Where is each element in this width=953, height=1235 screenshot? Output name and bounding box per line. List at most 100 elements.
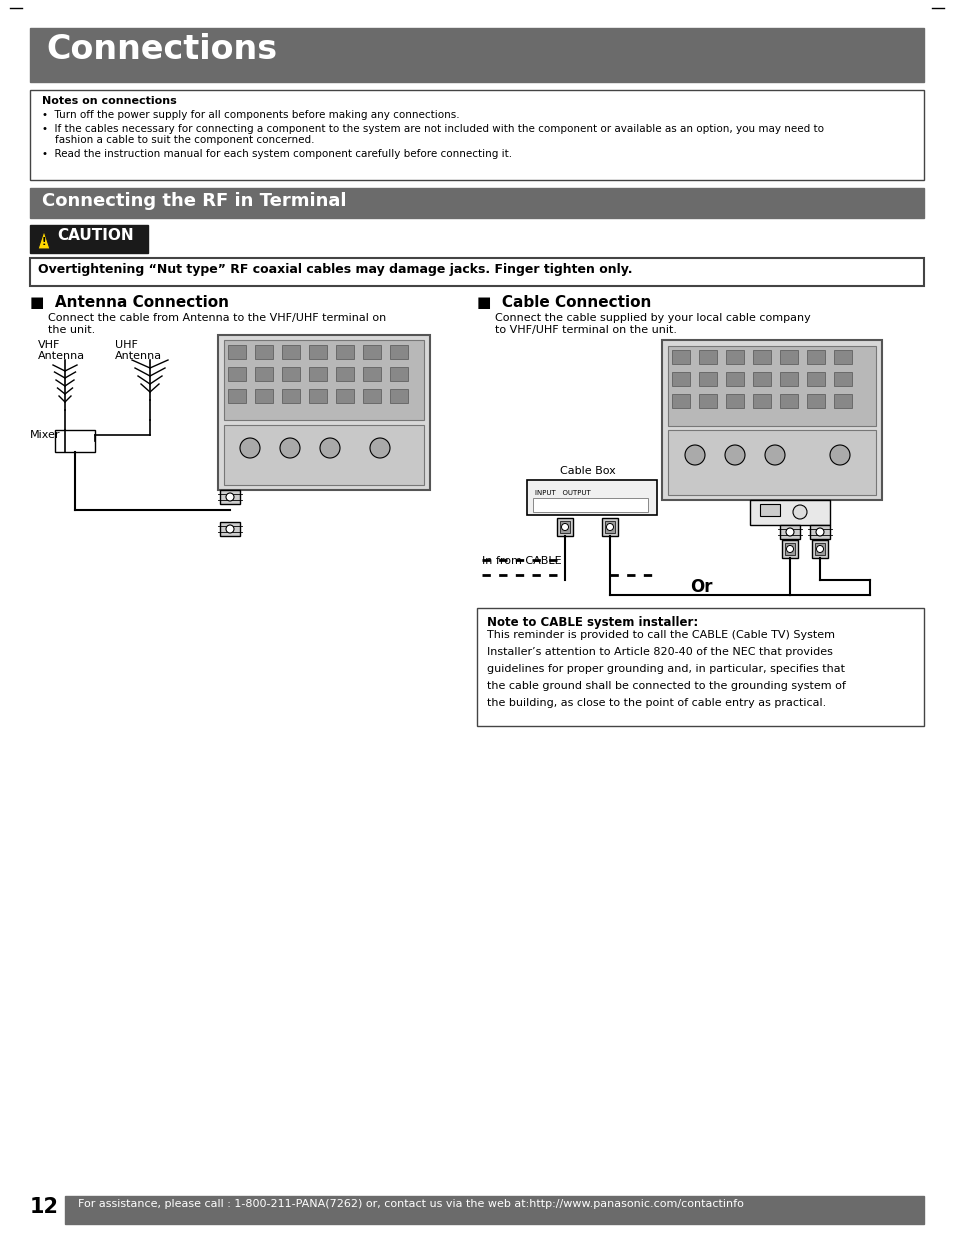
Text: This reminder is provided to call the CABLE (Cable TV) System: This reminder is provided to call the CA… [486, 630, 834, 640]
Bar [667, 430, 875, 495]
Bar [811, 540, 827, 558]
Text: Installer’s attention to Article 820-40 of the NEC that provides: Installer’s attention to Article 820-40 … [486, 647, 832, 657]
Text: For assistance, please call : 1-800-211-PANA(7262) or, contact us via the web at: For assistance, please call : 1-800-211-… [78, 1199, 743, 1209]
Bar [30, 188, 923, 219]
Text: the unit.: the unit. [48, 325, 95, 335]
Text: Antenna: Antenna [38, 351, 85, 361]
Text: Note to CABLE system installer:: Note to CABLE system installer: [486, 616, 698, 629]
Bar [30, 90, 923, 180]
Text: CAUTION: CAUTION [57, 228, 133, 243]
Text: ■  Antenna Connection: ■ Antenna Connection [30, 295, 229, 310]
Bar [725, 394, 743, 408]
Text: •  Read the instruction manual for each system component carefully before connec: • Read the instruction manual for each s… [42, 149, 512, 159]
Text: ■  Cable Connection: ■ Cable Connection [476, 295, 651, 310]
Bar [671, 394, 689, 408]
Bar [30, 225, 148, 253]
Text: •  If the cables necessary for connecting a component to the system are not incl: • If the cables necessary for connecting… [42, 124, 823, 135]
Bar [30, 28, 923, 82]
Bar [559, 521, 569, 534]
Bar [218, 335, 430, 490]
Bar [784, 543, 794, 555]
Bar [526, 480, 657, 515]
Bar [780, 350, 797, 364]
Bar [814, 543, 824, 555]
Text: 12: 12 [30, 1197, 59, 1216]
Bar [601, 517, 618, 536]
Bar [65, 1195, 923, 1224]
Bar [671, 350, 689, 364]
Bar [220, 490, 240, 504]
Bar [309, 389, 327, 403]
Circle shape [370, 438, 390, 458]
Text: guidelines for proper grounding and, in particular, specifies that: guidelines for proper grounding and, in … [486, 664, 844, 674]
Bar [725, 372, 743, 387]
Bar [30, 258, 923, 287]
Circle shape [792, 505, 806, 519]
Bar [752, 394, 770, 408]
Bar [604, 521, 615, 534]
Bar [749, 500, 829, 525]
Bar [752, 372, 770, 387]
Bar [282, 389, 299, 403]
Circle shape [280, 438, 299, 458]
Bar [55, 430, 95, 452]
Text: •  Turn off the power supply for all components before making any connections.: • Turn off the power supply for all comp… [42, 110, 459, 120]
Bar [752, 350, 770, 364]
Bar [760, 504, 780, 516]
Circle shape [785, 529, 793, 536]
Bar [833, 372, 851, 387]
Bar [806, 372, 824, 387]
Circle shape [226, 525, 233, 534]
Text: INPUT   OUTPUT: INPUT OUTPUT [535, 490, 590, 496]
Bar [780, 372, 797, 387]
Text: Overtightening “Nut type” RF coaxial cables may damage jacks. Finger tighten onl: Overtightening “Nut type” RF coaxial cab… [38, 263, 632, 275]
Circle shape [724, 445, 744, 466]
Bar [363, 389, 380, 403]
Circle shape [226, 493, 233, 501]
Circle shape [561, 524, 568, 531]
Circle shape [240, 438, 260, 458]
Bar [335, 345, 354, 359]
Bar [667, 346, 875, 426]
Text: Mixer: Mixer [30, 430, 60, 440]
Text: Connect the cable from Antenna to the VHF/UHF terminal on: Connect the cable from Antenna to the VH… [48, 312, 386, 324]
Bar [363, 345, 380, 359]
Bar [699, 350, 717, 364]
Bar [833, 394, 851, 408]
Bar [335, 389, 354, 403]
Bar [699, 372, 717, 387]
Bar [809, 525, 829, 538]
Circle shape [319, 438, 339, 458]
Bar [282, 367, 299, 382]
Circle shape [785, 546, 793, 552]
Text: !: ! [42, 237, 46, 247]
Text: the cable ground shall be connected to the grounding system of: the cable ground shall be connected to t… [486, 680, 845, 692]
Text: Notes on connections: Notes on connections [42, 96, 176, 106]
Bar [780, 394, 797, 408]
Text: In from CABLE: In from CABLE [481, 556, 561, 566]
Bar [780, 525, 800, 538]
Bar [806, 350, 824, 364]
Bar [661, 340, 882, 500]
Circle shape [764, 445, 784, 466]
Text: to VHF/UHF terminal on the unit.: to VHF/UHF terminal on the unit. [495, 325, 677, 335]
Bar [390, 367, 408, 382]
Bar [725, 350, 743, 364]
Text: VHF: VHF [38, 340, 60, 350]
Text: Connections: Connections [46, 33, 276, 65]
Bar [476, 608, 923, 726]
Text: Cable Box: Cable Box [559, 466, 615, 475]
Text: fashion a cable to suit the component concerned.: fashion a cable to suit the component co… [55, 135, 314, 144]
Bar [363, 367, 380, 382]
Text: UHF: UHF [115, 340, 138, 350]
Circle shape [829, 445, 849, 466]
Bar [224, 340, 423, 420]
Bar [228, 367, 246, 382]
Bar [390, 345, 408, 359]
Bar [533, 498, 647, 513]
Bar [671, 372, 689, 387]
Bar [309, 345, 327, 359]
Bar [228, 389, 246, 403]
Text: Connect the cable supplied by your local cable company: Connect the cable supplied by your local… [495, 312, 810, 324]
Text: Antenna: Antenna [115, 351, 162, 361]
